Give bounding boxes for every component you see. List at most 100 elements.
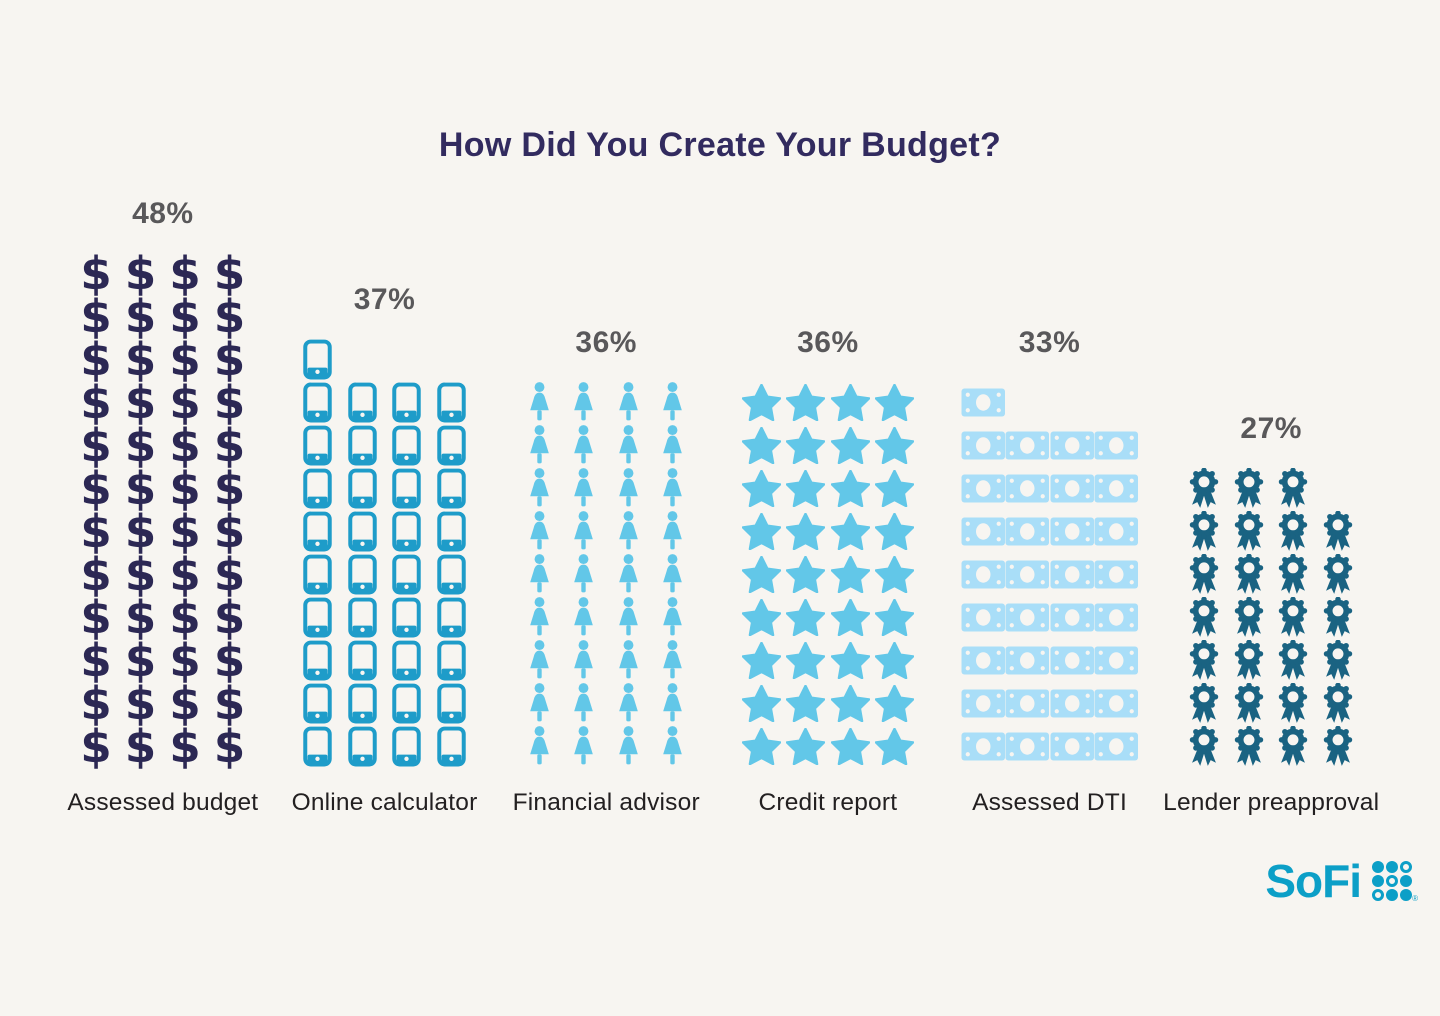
dollar-icon: $ [124,247,157,300]
ribbon-icon [1316,553,1361,596]
phone-icon [385,682,430,725]
dollar-icon: $ [124,677,157,730]
person-icon [562,510,607,553]
phone-icon [385,510,430,553]
icon-row: $ $ $ $ [74,462,252,515]
dollar-icon: $ [80,333,112,386]
dollar-icon: $ [213,677,246,730]
icon-row [296,338,474,381]
person-icon [517,467,562,510]
star-icon [739,381,784,424]
icon-row [1182,682,1360,725]
person-icon [606,424,651,467]
icon-row [296,510,474,553]
value-label-credit-report: 36% [797,326,859,359]
icon-row [961,725,1139,768]
bill-icon [1005,639,1050,682]
dollar-icon: $ [213,419,246,472]
sofi-logo: SoFi ® [1265,858,1418,904]
ribbon-icon [1227,467,1272,510]
phone-icon [429,510,474,553]
ribbon-icon [1271,596,1316,639]
dollar-icon: $ [80,634,112,687]
star-icon [739,510,784,553]
person-icon [606,596,651,639]
dollar-icon: $ [124,376,157,429]
filled-dot [1400,875,1412,887]
icon-row: $ $ $ $ [74,552,252,597]
phone-icon [296,596,341,639]
icon-row [739,682,917,725]
icon-row: $ $ $ $ [74,376,252,429]
icon-grid-financial-advisor [517,381,695,768]
ribbon-icon [1182,596,1227,639]
ribbon-icon [1316,510,1361,553]
category-label-credit-report: Credit report [758,789,898,816]
ribbon-icon [1316,682,1361,725]
icon-row [961,553,1139,596]
person-icon [606,725,651,768]
phone-icon [429,381,474,424]
icon-row [296,596,474,639]
bill-icon [961,639,1006,682]
dollar-icon: $ [169,419,201,472]
ribbon-icon [1271,725,1316,768]
dollar-icon: $ [213,720,246,773]
ribbon-icon [1182,467,1227,510]
star-icon [739,682,784,725]
bill-icon [1005,424,1050,467]
star-icon [739,596,784,639]
star-icon [872,381,917,424]
icon-row [961,596,1139,639]
person-icon [517,424,562,467]
person-icon [517,682,562,725]
phone-icon [429,424,474,467]
dollar-icon: $ [169,376,201,429]
bill-icon [961,553,1006,596]
dollar-icon: $ [80,419,112,472]
bill-icon [1094,639,1139,682]
person-icon [606,639,651,682]
phone-icon [296,639,341,682]
ribbon-icon [1316,725,1361,768]
star-icon [828,553,873,596]
category-labels: Assessed budget Online calculator Financia… [52,789,1382,817]
icon-row: $ $ $ $ [74,290,252,343]
bill-icon [961,725,1006,768]
category-label-assessed-budget: Assessed budget [67,789,259,816]
star-icon [783,381,828,424]
star-icon [828,682,873,725]
icon-row [1182,596,1360,639]
person-icon [562,467,607,510]
filled-dot [1372,875,1384,887]
filled-dot [1386,889,1398,901]
star-icon [783,725,828,768]
category-label-lender-preapproval: Lender preapproval [1163,789,1380,816]
ribbon-icon [1271,553,1316,596]
phone-icon [429,682,474,725]
filled-dot [1386,861,1398,873]
bill-icon [1050,682,1095,725]
bill-icon [1094,553,1139,596]
bill-icon [1005,553,1050,596]
person-icon [562,725,607,768]
outline-dot [1386,875,1398,887]
star-icon [739,725,784,768]
bill-icon [1005,725,1050,768]
icon-row: $ $ $ $ [74,634,252,687]
dollar-icon: $ [80,290,112,343]
person-icon [651,725,696,768]
icon-row [296,424,474,467]
bill-icon [1005,682,1050,725]
icon-row [961,424,1139,467]
person-icon [562,639,607,682]
dollar-icon: $ [80,462,112,515]
person-icon [606,381,651,424]
phone-icon [429,725,474,768]
phone-icon [340,424,385,467]
icon-row [296,553,474,596]
dollar-icon: $ [80,720,112,773]
ribbon-icon [1271,682,1316,725]
icon-row [517,725,695,768]
